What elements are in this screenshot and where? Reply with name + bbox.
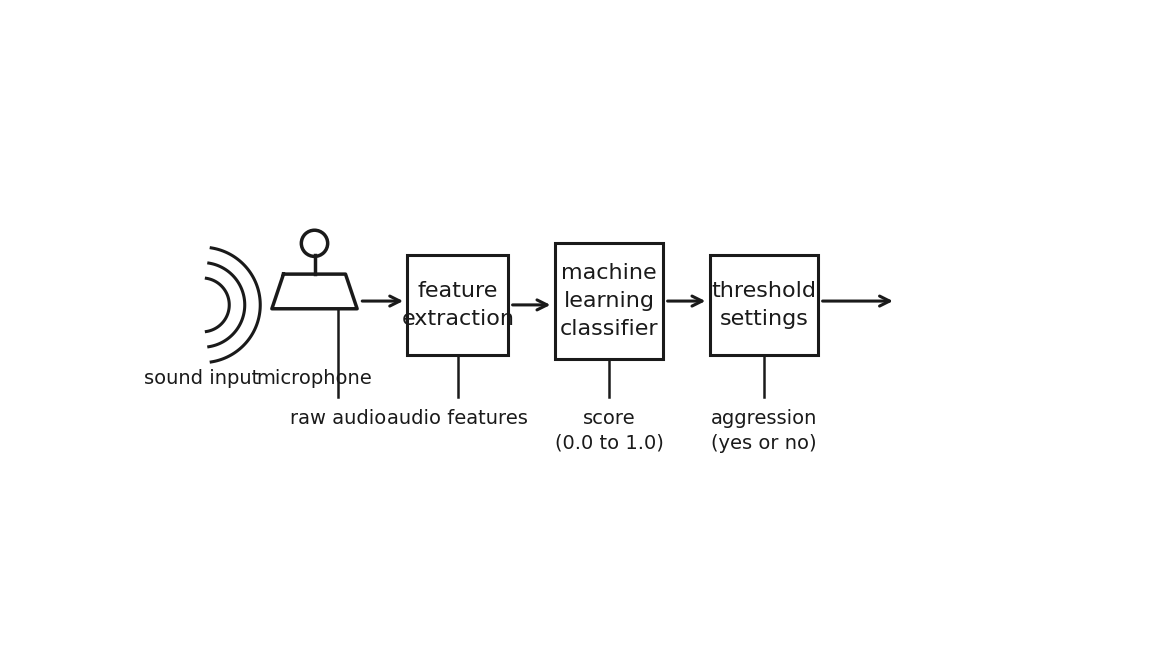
Text: threshold
settings: threshold settings (712, 281, 817, 329)
Text: microphone: microphone (257, 369, 372, 388)
Bar (408, 255, 508, 355)
Text: feature
extraction: feature extraction (401, 281, 515, 329)
Bar (555, 243, 664, 359)
Text: machine
learning
classifier: machine learning classifier (560, 263, 658, 339)
Bar (710, 255, 818, 355)
Text: sound input: sound input (144, 369, 259, 388)
Text: raw audio: raw audio (289, 409, 386, 428)
Text: aggression
(yes or no): aggression (yes or no) (711, 409, 817, 453)
Text: score
(0.0 to 1.0): score (0.0 to 1.0) (554, 409, 664, 453)
Text: audio features: audio features (387, 409, 529, 428)
